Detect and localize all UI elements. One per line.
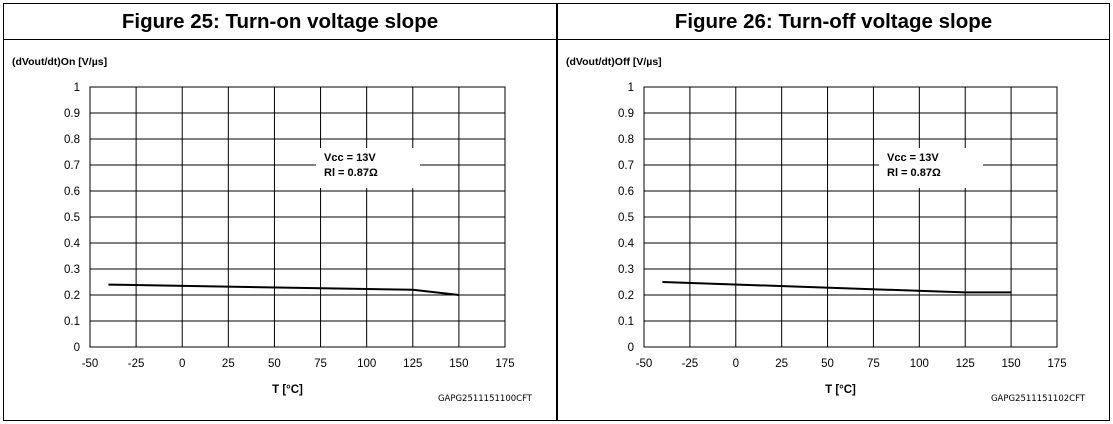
y-tick-label: 0.5 xyxy=(64,212,80,224)
y-tick-label: 0.2 xyxy=(618,290,634,302)
y-tick-label: 0.8 xyxy=(64,134,80,146)
y-tick-label: 0.3 xyxy=(618,264,634,276)
x-tick-label: 100 xyxy=(910,358,929,370)
series-line xyxy=(108,285,459,295)
x-tick-label: 75 xyxy=(314,358,327,370)
y-axis-label: (dVout/dt)On [V/µs] xyxy=(12,56,107,68)
x-tick-label: -25 xyxy=(128,358,145,370)
y-tick-label: 0.2 xyxy=(64,290,80,302)
x-tick-label: 150 xyxy=(1002,358,1021,370)
y-tick-label: 1 xyxy=(74,82,80,94)
x-axis-label: T [°C] xyxy=(825,384,856,396)
y-tick-label: 0.4 xyxy=(64,238,81,250)
x-tick-label: 125 xyxy=(956,358,975,370)
x-tick-label: -50 xyxy=(82,358,99,370)
y-tick-label: 0.5 xyxy=(618,212,634,224)
y-tick-label: 1 xyxy=(628,82,634,94)
y-tick-label: 0.8 xyxy=(618,134,634,146)
x-tick-label: 100 xyxy=(357,358,376,370)
x-tick-label: -25 xyxy=(682,358,699,370)
x-tick-label: 0 xyxy=(733,358,739,370)
x-tick-label: 125 xyxy=(403,358,422,370)
series-line xyxy=(662,282,1011,292)
y-axis-label: (dVout/dt)Off [V/µs] xyxy=(566,56,662,68)
annotation-text: Vcc = 13V xyxy=(887,152,939,164)
y-tick-label: 0.9 xyxy=(618,108,634,120)
annotation-text: Vcc = 13V xyxy=(324,152,376,164)
x-tick-label: 50 xyxy=(268,358,281,370)
y-tick-label: 0.6 xyxy=(618,186,634,198)
x-tick-label: 175 xyxy=(495,358,514,370)
figure-25-panel: Figure 25: Turn-on voltage slope (dVout/… xyxy=(3,3,557,421)
figure-26-panel: Figure 26: Turn-off voltage slope (dVout… xyxy=(557,3,1110,421)
y-tick-label: 0 xyxy=(628,342,634,354)
turn-on-slope-chart: (dVout/dt)On [V/µs] 0 0.1 0.2 0.3 0.4 0.5 0.6 0.… xyxy=(4,40,556,420)
y-tick-label: 0.1 xyxy=(64,316,80,328)
y-tick-label: 0.9 xyxy=(64,108,80,120)
x-tick-label: 25 xyxy=(775,358,788,370)
y-tick-label: 0 xyxy=(74,342,80,354)
figure-title: Figure 25: Turn-on voltage slope xyxy=(4,6,556,38)
x-tick-label: 25 xyxy=(222,358,235,370)
x-tick-label: 175 xyxy=(1047,358,1066,370)
y-tick-label: 0.7 xyxy=(64,160,80,172)
y-tick-label: 0.4 xyxy=(618,238,635,250)
turn-off-slope-chart: (dVout/dt)Off [V/µs] 0 0.1 0.2 0.3 0.4 0.5 0.6 0… xyxy=(558,40,1109,420)
figure-title: Figure 26: Turn-off voltage slope xyxy=(558,6,1109,38)
y-tick-label: 0.6 xyxy=(64,186,80,198)
y-tick-label: 0.1 xyxy=(618,316,634,328)
x-tick-label: 75 xyxy=(867,358,880,370)
annotation-text: Rl = 0.87Ω xyxy=(324,167,378,179)
x-tick-label: 150 xyxy=(449,358,468,370)
x-tick-label: 50 xyxy=(821,358,834,370)
x-axis-label: T [°C] xyxy=(272,384,303,396)
y-tick-label: 0.3 xyxy=(64,264,80,276)
annotation-text: Rl = 0.87Ω xyxy=(887,167,941,179)
figure-code: GAPG2511151102CFT xyxy=(991,394,1086,404)
y-tick-label: 0.7 xyxy=(618,160,634,172)
x-tick-label: -50 xyxy=(636,358,653,370)
figure-code: GAPG2511151100CFT xyxy=(438,394,533,404)
x-tick-label: 0 xyxy=(179,358,185,370)
